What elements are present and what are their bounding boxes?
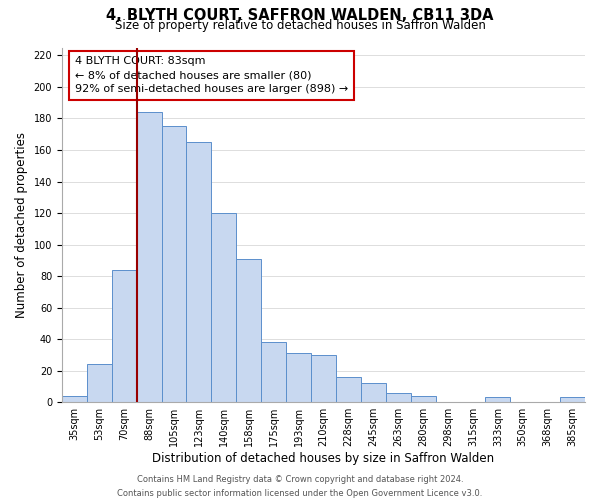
Bar <box>112 270 137 402</box>
Bar <box>211 213 236 402</box>
Bar <box>87 364 112 402</box>
Bar <box>410 396 436 402</box>
Bar <box>137 112 161 402</box>
Text: Contains HM Land Registry data © Crown copyright and database right 2024.
Contai: Contains HM Land Registry data © Crown c… <box>118 476 482 498</box>
Text: 4 BLYTH COURT: 83sqm
← 8% of detached houses are smaller (80)
92% of semi-detach: 4 BLYTH COURT: 83sqm ← 8% of detached ho… <box>75 56 348 94</box>
Text: Size of property relative to detached houses in Saffron Walden: Size of property relative to detached ho… <box>115 18 485 32</box>
Bar <box>386 392 410 402</box>
Bar <box>236 258 261 402</box>
Text: 4, BLYTH COURT, SAFFRON WALDEN, CB11 3DA: 4, BLYTH COURT, SAFFRON WALDEN, CB11 3DA <box>106 8 494 22</box>
Bar <box>286 354 311 402</box>
X-axis label: Distribution of detached houses by size in Saffron Walden: Distribution of detached houses by size … <box>152 452 494 465</box>
Bar <box>560 398 585 402</box>
Bar <box>361 384 386 402</box>
Bar <box>485 398 510 402</box>
Bar <box>261 342 286 402</box>
Bar <box>336 377 361 402</box>
Bar <box>62 396 87 402</box>
Bar <box>311 355 336 402</box>
Bar <box>187 142 211 402</box>
Bar <box>161 126 187 402</box>
Y-axis label: Number of detached properties: Number of detached properties <box>15 132 28 318</box>
